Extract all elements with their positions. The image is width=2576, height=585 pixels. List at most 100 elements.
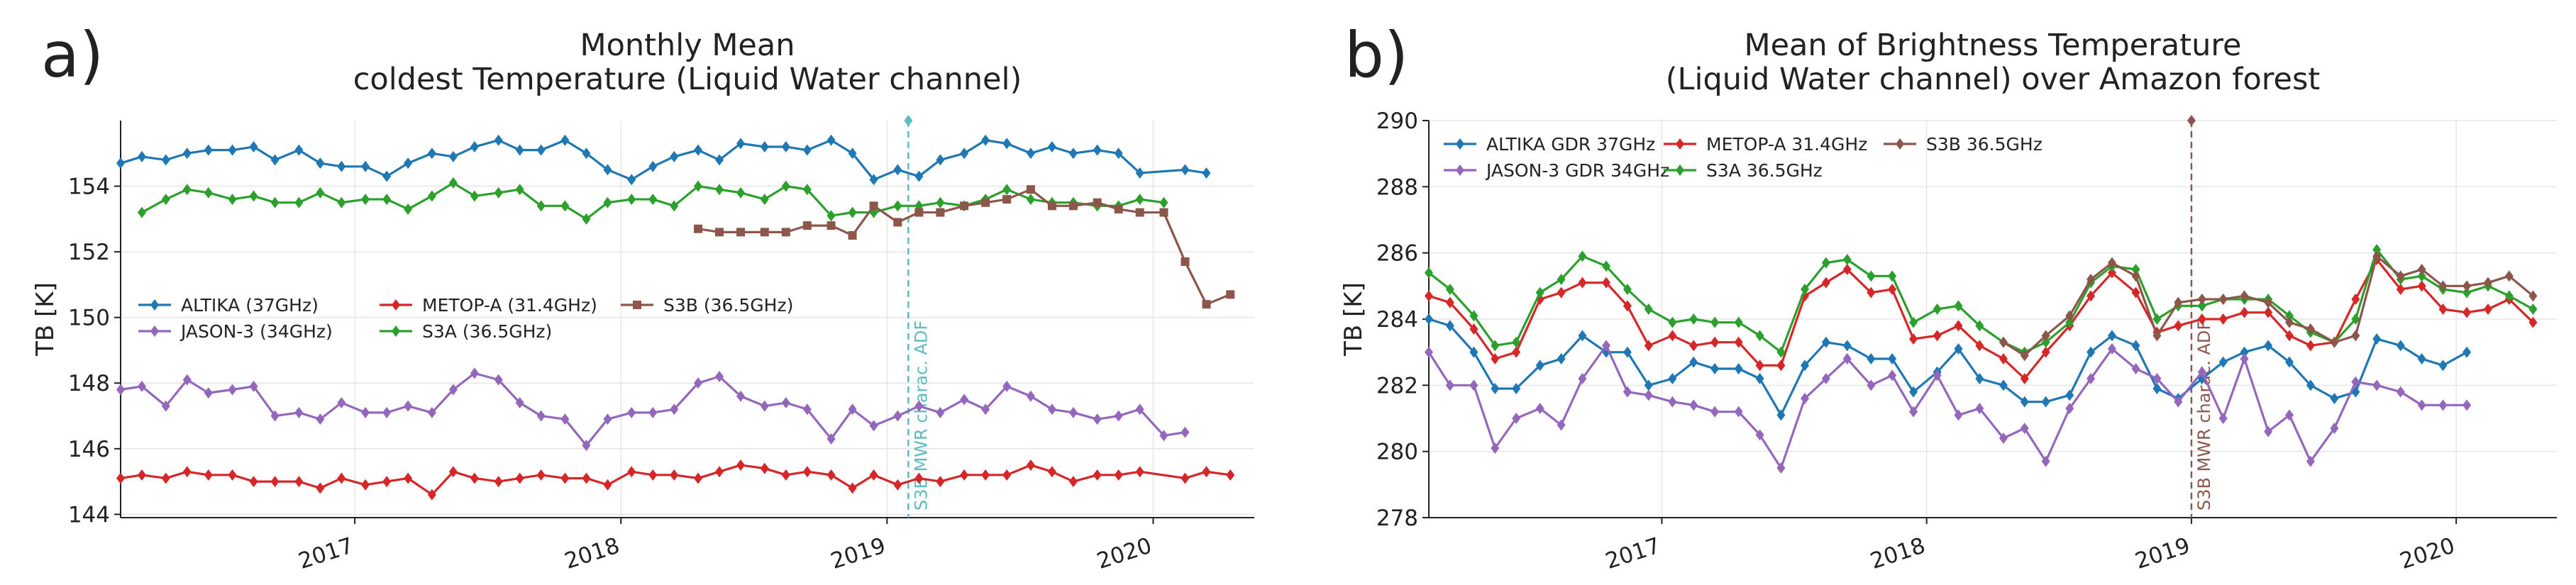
data-point: [1491, 353, 1500, 364]
data-point: [470, 472, 479, 484]
data-point: [1047, 201, 1056, 211]
data-point: [760, 400, 769, 412]
data-point: [2041, 330, 2050, 342]
data-point: [270, 476, 280, 488]
data-point: [802, 403, 812, 416]
data-point: [1535, 360, 1544, 372]
data-point: [2107, 343, 2116, 355]
data-point: [2065, 389, 2074, 401]
data-point: [204, 469, 213, 481]
data-point: [760, 462, 769, 474]
data-point: [2240, 306, 2249, 318]
data-point: [1933, 369, 1942, 381]
series-line: [1428, 248, 2534, 354]
data-point: [116, 157, 125, 169]
data-point: [1801, 393, 1809, 404]
data-point: [914, 208, 924, 217]
y-axis-label: TB [K]: [31, 282, 60, 357]
data-point: [2197, 294, 2206, 305]
data-point: [582, 147, 591, 160]
data-point: [1755, 330, 1764, 342]
data-point: [2438, 280, 2448, 292]
data-point: [2264, 425, 2273, 438]
data-point: [1821, 277, 1830, 289]
data-point: [427, 489, 436, 501]
data-point: [2086, 373, 2096, 384]
data-point: [316, 157, 325, 169]
data-point: [2396, 340, 2405, 352]
data-point: [1734, 406, 1743, 418]
data-point: [2462, 286, 2472, 299]
y-tick-label: 148: [68, 371, 110, 396]
data-point: [848, 403, 857, 416]
data-point: [2351, 294, 2360, 305]
data-point: [1002, 380, 1012, 392]
data-point: [1093, 144, 1102, 156]
data-point: [869, 469, 878, 481]
data-point: [494, 134, 503, 146]
data-point: [2417, 264, 2426, 275]
data-point: [2041, 455, 2050, 467]
data-point: [2086, 274, 2096, 285]
y-tick-label: 284: [1376, 307, 1418, 333]
data-point: [228, 469, 237, 481]
legend-item: S3B (36.5GHz): [621, 295, 793, 316]
data-point: [760, 141, 769, 153]
data-point: [914, 472, 924, 484]
data-point: [1445, 320, 1454, 332]
data-point: [2504, 290, 2514, 302]
series-2: [116, 459, 1235, 501]
data-point: [603, 164, 612, 176]
data-point: [1491, 340, 1500, 352]
data-point: [116, 472, 125, 484]
data-point: [736, 390, 746, 402]
series-line: [120, 139, 1207, 181]
data-point: [1226, 290, 1235, 299]
legend-item: S3A 36.5GHz: [1664, 160, 1823, 181]
data-point: [802, 221, 812, 230]
data-point: [1226, 469, 1235, 481]
data-point: [781, 141, 790, 153]
data-point: [869, 201, 878, 211]
data-point: [294, 476, 304, 488]
data-point: [1668, 396, 1677, 408]
legend-label: S3A (36.5GHz): [422, 321, 552, 342]
data-point: [1710, 406, 1720, 418]
data-point: [270, 154, 280, 166]
legend-marker: [1676, 165, 1684, 176]
data-point: [781, 228, 790, 237]
data-point: [1491, 442, 1500, 454]
chart-title-line: (Liquid Water channel) over Amazon fores…: [1666, 62, 2320, 97]
data-point: [1181, 257, 1190, 267]
data-point: [361, 406, 370, 418]
data-point: [294, 406, 304, 418]
data-point: [2462, 346, 2472, 358]
data-point: [1999, 336, 2008, 348]
data-point: [1445, 296, 1454, 308]
data-point: [2197, 313, 2206, 325]
panel-letter: a): [41, 18, 104, 91]
data-point: [1469, 310, 1478, 322]
series-4: [694, 185, 1235, 309]
data-point: [2372, 333, 2382, 345]
series-3: [1425, 244, 2538, 358]
data-point: [1135, 194, 1144, 206]
data-point: [249, 141, 258, 153]
data-point: [981, 134, 990, 146]
data-point: [1026, 390, 1035, 402]
data-point: [1909, 386, 1918, 398]
data-point: [670, 469, 679, 481]
series-4: [1999, 250, 2538, 362]
data-point: [494, 476, 503, 488]
data-point: [960, 147, 969, 160]
data-point: [2438, 303, 2448, 315]
data-point: [337, 472, 346, 484]
data-point: [648, 406, 658, 418]
data-point: [1557, 419, 1566, 431]
data-point: [1867, 270, 1876, 282]
data-point: [182, 466, 192, 478]
data-point: [827, 221, 836, 230]
data-point: [161, 194, 170, 206]
data-point: [781, 397, 790, 409]
data-point: [1888, 270, 1897, 282]
